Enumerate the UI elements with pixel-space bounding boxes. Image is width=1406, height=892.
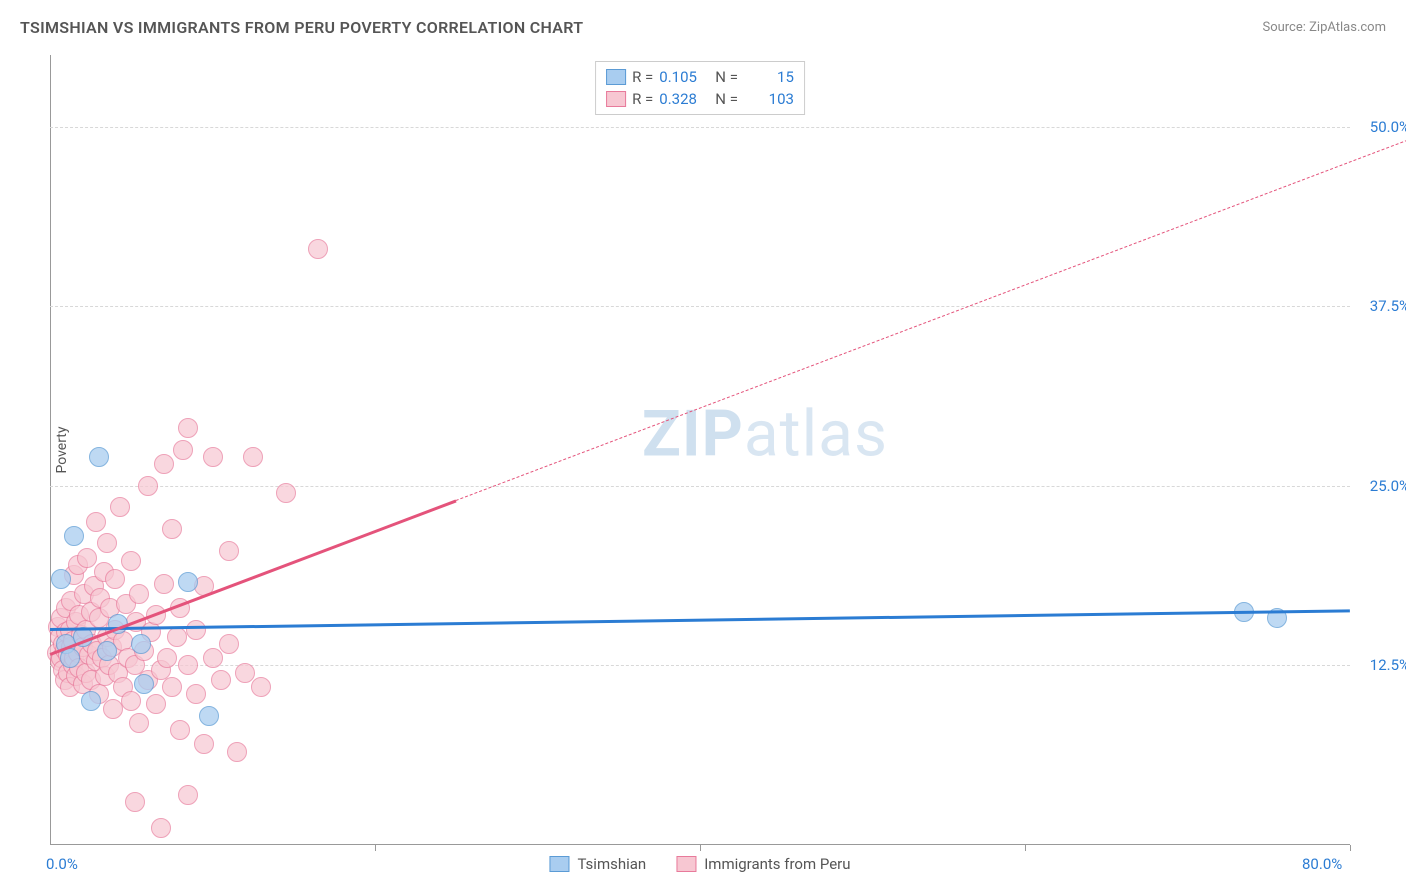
- y-tick-label: 25.0%: [1370, 477, 1406, 495]
- legend-swatch: [549, 856, 569, 872]
- data-point-tsimshian: [97, 641, 117, 661]
- y-tick-label: 50.0%: [1370, 118, 1406, 136]
- data-point-tsimshian: [81, 691, 101, 711]
- x-tick-mark: [1025, 845, 1026, 851]
- legend-item-peru: Immigrants from Peru: [676, 855, 850, 873]
- data-point-tsimshian: [178, 572, 198, 592]
- chart-area: Poverty ZIPatlas R =0.105N =15R =0.328N …: [50, 55, 1350, 845]
- legend-swatch: [676, 856, 696, 872]
- data-point-peru: [110, 497, 130, 517]
- data-point-peru: [162, 519, 182, 539]
- legend-row-tsimshian: R = 0.105 N = 15: [606, 66, 794, 88]
- data-point-peru: [235, 663, 255, 683]
- data-point-peru: [173, 440, 193, 460]
- y-axis-line: [50, 55, 51, 845]
- gridline: [50, 306, 1350, 307]
- data-point-peru: [121, 691, 141, 711]
- data-point-peru: [146, 694, 166, 714]
- x-tick-label: 0.0%: [46, 855, 78, 873]
- data-point-peru: [129, 584, 149, 604]
- data-point-peru: [157, 648, 177, 668]
- data-point-peru: [178, 655, 198, 675]
- data-point-peru: [219, 541, 239, 561]
- data-point-tsimshian: [51, 569, 71, 589]
- data-point-peru: [178, 418, 198, 438]
- gridline: [50, 486, 1350, 487]
- data-point-peru: [194, 734, 214, 754]
- data-point-peru: [186, 684, 206, 704]
- data-point-peru: [86, 512, 106, 532]
- x-tick-mark: [700, 845, 701, 851]
- data-point-peru: [105, 569, 125, 589]
- legend-r-value: 0.328: [659, 90, 709, 108]
- data-point-peru: [178, 785, 198, 805]
- legend-r-value: 0.105: [659, 68, 709, 86]
- x-tick-mark: [375, 845, 376, 851]
- data-point-peru: [170, 720, 190, 740]
- legend-n-value: 103: [744, 90, 794, 108]
- data-point-peru: [251, 677, 271, 697]
- legend-correlation: R = 0.105 N = 15 R = 0.328 N = 103: [595, 61, 805, 115]
- legend-row-peru: R = 0.328 N = 103: [606, 88, 794, 110]
- legend-r-label: R =: [632, 68, 653, 86]
- data-point-peru: [77, 548, 97, 568]
- regression-line-dashed: [456, 130, 1406, 501]
- legend-series-name: Tsimshian: [577, 855, 646, 873]
- data-point-peru: [308, 239, 328, 259]
- source-attribution: Source: ZipAtlas.com: [1262, 20, 1386, 35]
- regression-line: [50, 610, 1350, 631]
- legend-n-label: N =: [715, 68, 738, 86]
- data-point-peru: [203, 648, 223, 668]
- data-point-tsimshian: [89, 447, 109, 467]
- data-point-peru: [203, 447, 223, 467]
- data-point-peru: [121, 551, 141, 571]
- y-tick-label: 37.5%: [1370, 297, 1406, 315]
- data-point-peru: [154, 574, 174, 594]
- legend-n-label: N =: [715, 90, 738, 108]
- data-point-peru: [138, 476, 158, 496]
- legend-series-name: Immigrants from Peru: [704, 855, 850, 873]
- legend-r-label: R =: [632, 90, 653, 108]
- data-point-peru: [219, 634, 239, 654]
- data-point-tsimshian: [199, 706, 219, 726]
- gridline: [50, 127, 1350, 128]
- data-point-peru: [154, 454, 174, 474]
- data-point-peru: [276, 483, 296, 503]
- data-point-tsimshian: [64, 526, 84, 546]
- legend-item-tsimshian: Tsimshian: [549, 855, 646, 873]
- data-point-peru: [162, 677, 182, 697]
- data-point-peru: [97, 533, 117, 553]
- data-point-tsimshian: [60, 648, 80, 668]
- data-point-peru: [227, 742, 247, 762]
- x-tick-mark: [1350, 845, 1351, 851]
- data-point-peru: [211, 670, 231, 690]
- data-point-peru: [167, 627, 187, 647]
- data-point-peru: [243, 447, 263, 467]
- data-point-tsimshian: [134, 674, 154, 694]
- data-point-peru: [129, 713, 149, 733]
- legend-swatch: [606, 91, 626, 107]
- data-point-peru: [186, 620, 206, 640]
- legend-swatch: [606, 69, 626, 85]
- plot-region: ZIPatlas R =0.105N =15R =0.328N =103 Tsi…: [50, 55, 1350, 845]
- chart-title: TSIMSHIAN VS IMMIGRANTS FROM PERU POVERT…: [20, 18, 583, 37]
- data-point-peru: [151, 818, 171, 838]
- watermark: ZIPatlas: [642, 397, 888, 472]
- legend-n-value: 15: [744, 68, 794, 86]
- data-point-tsimshian: [131, 634, 151, 654]
- legend-series: Tsimshian Immigrants from Peru: [549, 855, 850, 873]
- data-point-peru: [125, 792, 145, 812]
- x-tick-label: 80.0%: [1302, 855, 1342, 873]
- y-tick-label: 12.5%: [1370, 656, 1406, 674]
